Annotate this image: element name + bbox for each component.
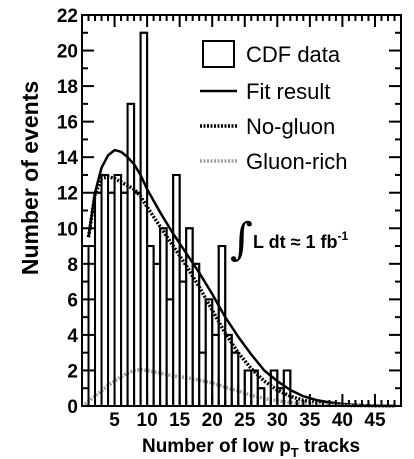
legend-label: No-gluon [246, 114, 335, 139]
legend-symbol-cdf-data [202, 40, 235, 68]
x-tick-label: 25 [234, 410, 256, 431]
y-tick-label: 6 [67, 290, 78, 311]
axes-layer: 0 2 4 6 8 10 12 14 16 18 20 22 5 10 15 20 25 30 35 40 45 [57, 6, 402, 431]
data-bin [230, 351, 240, 408]
plot-frame [81, 14, 402, 407]
y-tick-label: 20 [57, 42, 78, 63]
x-tick-label: 5 [109, 410, 120, 431]
x-tick-label: 40 [332, 410, 353, 431]
y-tick-label: 22 [57, 6, 78, 27]
x-axis-label: Number of low pT tracks [142, 436, 360, 459]
luminosity-annotation: ∫ L dt ≈ 1 fb-1 [230, 214, 349, 265]
legend-label: Fit result [246, 79, 330, 104]
y-tick-label: 18 [57, 77, 78, 98]
x-tick-label: 10 [137, 410, 158, 431]
legend: CDF data Fit result No-gluon Gluon-rich [200, 40, 347, 174]
y-tick-label: 12 [57, 184, 78, 205]
y-tick-label: 10 [57, 219, 78, 240]
y-tick-label: 2 [67, 361, 78, 382]
legend-label: Gluon-rich [246, 149, 347, 174]
y-tick-label: 16 [57, 113, 78, 134]
y-axis-label: Number of events [17, 81, 43, 275]
x-tick-label: 45 [364, 410, 386, 431]
x-tick-label: 35 [299, 410, 321, 431]
y-tick-label: 0 [67, 397, 78, 418]
legend-label: CDF data [246, 42, 341, 67]
x-tick-label: 15 [169, 410, 191, 431]
integral-sign: ∫ [230, 214, 253, 265]
x-tick-label: 20 [202, 410, 223, 431]
y-tick-label: 14 [57, 148, 79, 169]
y-tick-label: 4 [67, 326, 78, 347]
x-tick-label: 30 [267, 410, 288, 431]
y-tick-label: 8 [67, 255, 78, 276]
luminosity-text: L dt ≈ 1 fb-1 [253, 229, 349, 252]
